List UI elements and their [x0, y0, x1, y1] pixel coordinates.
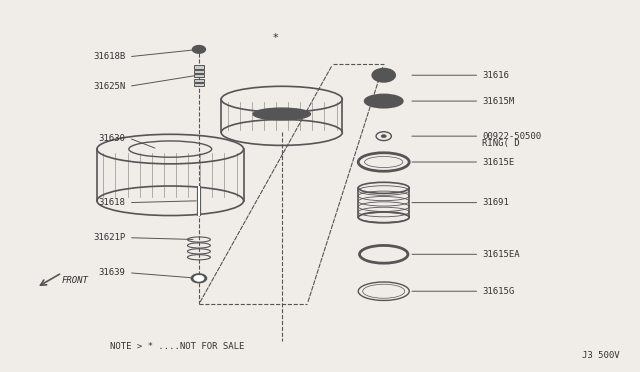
- Circle shape: [372, 68, 395, 82]
- Ellipse shape: [253, 108, 310, 120]
- Bar: [194, 65, 204, 68]
- Text: 31618: 31618: [99, 198, 125, 207]
- Text: 31625N: 31625N: [93, 82, 125, 91]
- Bar: [194, 83, 204, 86]
- Circle shape: [381, 135, 387, 138]
- Text: 31630: 31630: [99, 134, 125, 142]
- Bar: [194, 74, 204, 77]
- Text: RING( D: RING( D: [483, 139, 520, 148]
- Ellipse shape: [264, 110, 300, 118]
- Bar: [194, 70, 204, 73]
- Text: 31615G: 31615G: [483, 287, 515, 296]
- Text: 31615EA: 31615EA: [483, 250, 520, 259]
- Text: 31618B: 31618B: [93, 52, 125, 61]
- Ellipse shape: [372, 97, 395, 105]
- Text: J3 500V: J3 500V: [582, 351, 620, 360]
- Circle shape: [193, 46, 205, 53]
- Text: 31639: 31639: [99, 268, 125, 277]
- Text: 31615E: 31615E: [483, 157, 515, 167]
- Text: 31615M: 31615M: [483, 97, 515, 106]
- Text: NOTE > * ....NOT FOR SALE: NOTE > * ....NOT FOR SALE: [109, 342, 244, 351]
- Text: 31691: 31691: [483, 198, 509, 207]
- Text: 31616: 31616: [483, 71, 509, 80]
- Circle shape: [194, 275, 204, 281]
- Text: *: *: [273, 33, 278, 43]
- Text: FRONT: FRONT: [62, 276, 89, 285]
- Ellipse shape: [365, 94, 403, 108]
- Text: 31621P: 31621P: [93, 233, 125, 242]
- Text: 00922-50500: 00922-50500: [483, 132, 541, 141]
- Circle shape: [191, 274, 207, 283]
- Bar: [194, 78, 204, 82]
